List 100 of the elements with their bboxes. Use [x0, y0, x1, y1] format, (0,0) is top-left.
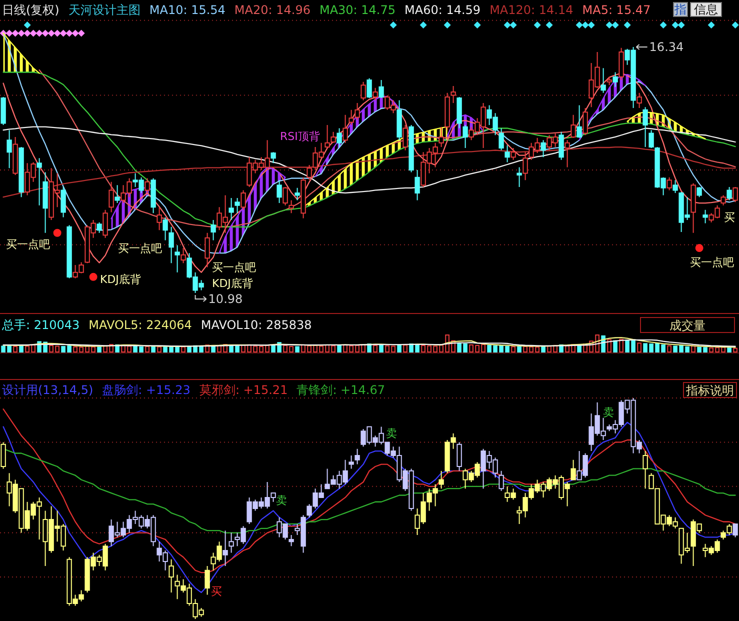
- candlestick: [438, 126, 444, 148]
- candlestick: [372, 87, 378, 101]
- candlestick: [732, 523, 738, 538]
- candlestick: [42, 172, 48, 234]
- candlestick: [576, 104, 582, 138]
- annotation: 16.34: [649, 40, 684, 54]
- candlestick: [156, 206, 162, 231]
- bar: [295, 346, 300, 352]
- candlestick: [234, 198, 240, 214]
- candlestick: [540, 140, 546, 158]
- candlestick: [348, 109, 354, 126]
- candlestick: [504, 144, 510, 163]
- candlestick: [222, 530, 228, 566]
- candlestick: [558, 131, 564, 160]
- bar: [607, 339, 612, 352]
- chart-title: 设计用(13,14,5): [2, 383, 94, 397]
- bar: [19, 344, 24, 352]
- candlestick: [396, 100, 402, 141]
- text: 青锋剑: +14.67: [296, 383, 385, 397]
- candlestick: [408, 124, 414, 173]
- candlestick: [606, 76, 612, 86]
- candlestick: [498, 128, 504, 151]
- annotation: 卖: [603, 406, 614, 419]
- candlestick: [0, 442, 6, 470]
- candlestick: [642, 450, 648, 490]
- candlestick: [702, 209, 708, 224]
- candlestick: [174, 244, 180, 273]
- candlestick: [582, 108, 588, 136]
- bar: [145, 346, 150, 352]
- text: 莫邪剑: +15.21: [199, 383, 288, 397]
- candlestick: [720, 194, 726, 206]
- bar: [667, 345, 672, 352]
- candlestick: [12, 136, 18, 176]
- series-label: MAVOL5: 224064: [88, 318, 192, 332]
- text: MA20: 14.96: [234, 3, 310, 17]
- candlestick: [636, 92, 642, 109]
- series-label: MAVOL10: 285838: [200, 318, 312, 332]
- candlestick: [150, 178, 156, 214]
- bar: [517, 346, 522, 352]
- candlestick: [240, 190, 246, 210]
- candlestick: [270, 152, 276, 164]
- candlestick: [204, 232, 210, 268]
- candlestick: [726, 186, 732, 201]
- candlestick: [462, 124, 468, 148]
- chart-subtitle: 天河设计主图: [68, 3, 140, 17]
- candlestick: [570, 114, 576, 138]
- candlestick: [324, 124, 330, 148]
- candlestick: [648, 130, 654, 148]
- candlestick: [168, 226, 174, 264]
- annotation: 买一点吧: [6, 238, 50, 251]
- candlestick: [378, 80, 384, 98]
- text: MA10: 15.54: [149, 3, 226, 17]
- candlestick: [612, 72, 618, 88]
- candlestick: [300, 176, 306, 219]
- candlestick: [414, 170, 420, 201]
- bar: [619, 338, 624, 352]
- bar: [151, 346, 156, 352]
- candlestick: [348, 454, 354, 470]
- text: MA120: 14.14: [490, 3, 574, 17]
- candlestick: [282, 186, 288, 206]
- candlestick: [672, 180, 678, 194]
- candlestick: [570, 459, 576, 480]
- candlestick: [600, 68, 606, 94]
- bar: [181, 346, 186, 352]
- candlestick: [336, 128, 342, 148]
- bar: [337, 344, 342, 352]
- candlestick: [180, 248, 186, 264]
- candlestick: [0, 96, 6, 126]
- chart-title: 日线(复权): [2, 3, 60, 17]
- text: MA30: 14.75: [319, 3, 396, 17]
- candlestick: [276, 180, 282, 204]
- candlestick: [294, 187, 300, 201]
- candlestick: [108, 181, 114, 213]
- candlestick: [144, 178, 150, 194]
- candlestick: [228, 198, 234, 221]
- candlestick: [354, 102, 360, 120]
- annotation: KDJ底背: [100, 273, 141, 286]
- bar: [157, 346, 162, 352]
- annotation: 买一点吧: [118, 242, 162, 255]
- annotation: 买: [211, 585, 222, 598]
- candlestick: [96, 222, 102, 234]
- bar: [637, 342, 642, 352]
- candlestick: [288, 200, 294, 214]
- candlestick: [402, 124, 408, 151]
- candlestick: [456, 96, 462, 129]
- candlestick: [642, 106, 648, 148]
- candlestick: [666, 176, 672, 191]
- bar: [97, 346, 102, 352]
- bar: [733, 348, 738, 352]
- text: MA5: 15.47: [582, 3, 651, 17]
- candlestick: [450, 86, 456, 104]
- bar: [397, 344, 402, 352]
- candlestick: [522, 152, 528, 181]
- text: MA60: 14.59: [404, 3, 481, 17]
- annotation: 卖: [276, 494, 287, 507]
- candlestick: [732, 186, 738, 203]
- bar: [511, 346, 516, 352]
- bar: [613, 340, 618, 352]
- text: 成交量: [670, 318, 706, 332]
- candlestick: [330, 131, 336, 144]
